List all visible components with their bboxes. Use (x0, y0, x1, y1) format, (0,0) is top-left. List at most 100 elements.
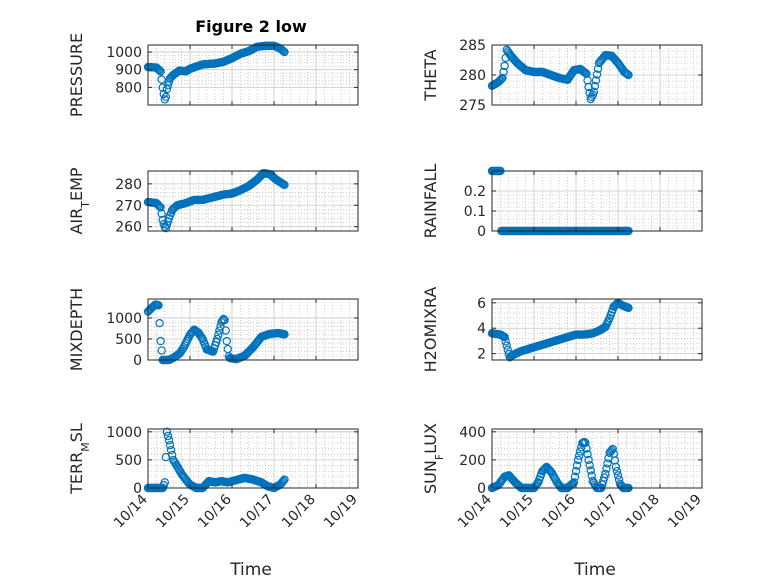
data-point (613, 471, 623, 480)
subplot-mixdepth: 0 500 1000 MIXDEPTH (67, 288, 359, 371)
data-point (162, 427, 172, 437)
subplot-terrmsl: 0 500 1000 10/14 10/15 10/16 10/17 10/18 10/19 TE… (67, 423, 361, 531)
data-point (214, 330, 223, 339)
data-point (156, 203, 165, 212)
data-point (280, 330, 289, 339)
y-tick-label: 1000 (106, 425, 142, 441)
figure-title: Figure 2 low (195, 17, 307, 36)
y-tick-label: 275 (459, 98, 486, 114)
y-tick-label: 200 (459, 453, 486, 469)
data-point (591, 76, 601, 85)
y-axis-label: MIXDEPTH (67, 288, 86, 371)
data-point (532, 479, 542, 488)
data-point (585, 460, 594, 470)
data-point (624, 70, 633, 80)
x-tick-label: 10/16 (539, 491, 579, 531)
data-point (155, 66, 164, 75)
data-point (584, 455, 593, 465)
data-point (611, 462, 621, 472)
y-tick-label: 1000 (106, 45, 142, 61)
data-point (500, 61, 509, 71)
data-point (496, 75, 505, 85)
x-tick-label: 10/14 (111, 491, 151, 531)
axes-box (491, 428, 703, 489)
y-tick-label: 280 (459, 68, 486, 84)
y-tick-label: 280 (115, 177, 142, 193)
data-point (623, 70, 632, 79)
y-tick-label: 0 (477, 224, 486, 240)
y-axis-label: H2OMIXRA (421, 287, 440, 373)
data-point (278, 46, 287, 55)
data-point (608, 444, 617, 454)
x-tick-label: 10/15 (497, 492, 537, 532)
x-tick-label: 10/14 (455, 491, 495, 531)
axes-box (147, 44, 359, 106)
data-point (158, 83, 167, 92)
axes-box (147, 428, 359, 489)
subplot-sunflux: 0 200 400 10/14 10/15 10/16 10/17 10/18 10/19 SUN… (421, 423, 705, 531)
y-tick-label: 500 (115, 453, 142, 469)
x-tick-label: 10/18 (279, 492, 319, 532)
x-tick-label: 10/18 (623, 492, 663, 532)
data-point (603, 459, 612, 468)
axes-box (491, 298, 703, 361)
data-point (583, 76, 592, 85)
data-point (215, 326, 224, 335)
y-tick-label: 400 (459, 425, 486, 441)
data-point (166, 445, 176, 455)
data-point (164, 436, 174, 445)
y-axis-label: PRESSURE (67, 33, 86, 117)
y-axis-label: AIRTEMP (67, 167, 92, 234)
y-tick-label: 285 (459, 38, 486, 54)
data-point (573, 455, 583, 465)
x-axis-label-left: Time (229, 560, 272, 580)
data-point (219, 314, 228, 324)
data-point (501, 337, 510, 346)
data-point (156, 67, 165, 76)
data-point (163, 431, 173, 441)
data-point (624, 303, 633, 313)
data-point (569, 478, 579, 487)
data-point (157, 75, 166, 84)
subplot-rainfall: 0 0.1 0.2 RAINFALL (421, 164, 703, 240)
data-point (278, 477, 287, 487)
data-point (160, 478, 169, 487)
y-tick-label: 900 (115, 63, 142, 79)
data-point (500, 332, 509, 342)
y-tick-label: 6 (477, 296, 486, 312)
data-point (586, 466, 595, 475)
data-point (592, 70, 602, 79)
data-point (572, 461, 582, 470)
data-point (589, 87, 599, 97)
subplot-h2omixra: 2 4 6 H2OMIXRA (421, 287, 703, 373)
data-point (601, 469, 610, 479)
axes-box (147, 170, 359, 232)
y-tick-label: 0 (133, 481, 142, 497)
data-point (216, 322, 225, 331)
y-tick-label: 2 (477, 347, 486, 363)
data-point (498, 73, 507, 83)
data-point (583, 449, 592, 459)
data-point (600, 473, 609, 482)
y-axis-label: SUNFLUX (421, 423, 446, 494)
data-point (155, 318, 164, 328)
y-tick-label: 1000 (106, 311, 142, 327)
data-point (157, 209, 166, 218)
data-point (222, 336, 231, 346)
data-point (157, 346, 166, 355)
data-point (280, 475, 289, 484)
x-tick-label: 10/19 (321, 492, 361, 532)
data-point (584, 82, 593, 92)
y-tick-label: 0.2 (464, 184, 486, 200)
y-tick-label: 500 (115, 332, 142, 348)
data-point (614, 475, 624, 484)
subplot-theta: 275 280 285 THETA (421, 38, 703, 114)
y-tick-label: 800 (115, 80, 142, 96)
data-point (154, 65, 163, 74)
x-axis-label-right: Time (573, 560, 616, 580)
data-point (499, 67, 508, 77)
data-point (279, 476, 288, 486)
data-point (574, 451, 584, 460)
